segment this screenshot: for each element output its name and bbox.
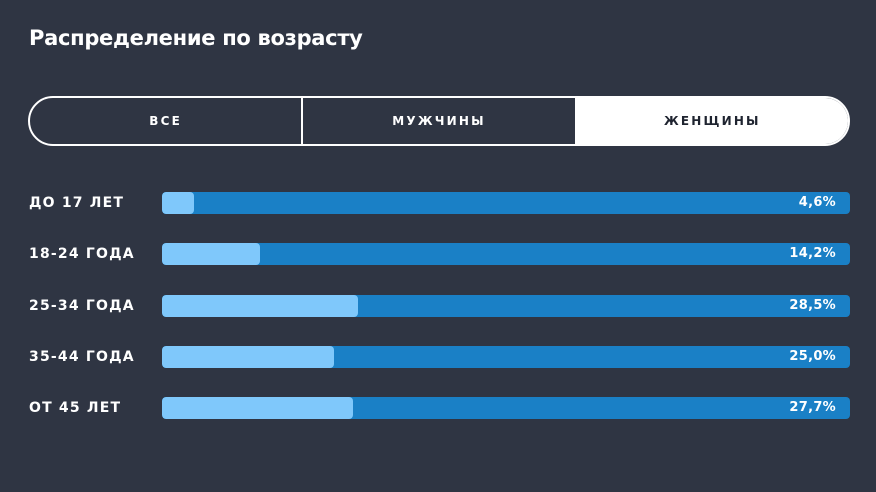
- age-row: 35-44 ГОДА 25,0%: [0, 346, 876, 368]
- age-percent-value: 14,2%: [789, 246, 836, 261]
- age-bar-fill: [162, 295, 359, 317]
- age-label: ДО 17 ЛЕТ: [29, 195, 125, 211]
- age-bar-track: 4,6%: [162, 192, 850, 214]
- tab-women[interactable]: ЖЕНЩИНЫ: [574, 98, 848, 144]
- age-bar-track: 27,7%: [162, 397, 850, 419]
- age-row: 25-34 ГОДА 28,5%: [0, 295, 876, 317]
- age-bar-track: 14,2%: [162, 243, 850, 265]
- age-percent-value: 28,5%: [789, 298, 836, 313]
- age-bar-track: 28,5%: [162, 295, 850, 317]
- age-bar-fill: [162, 346, 334, 368]
- age-row: ДО 17 ЛЕТ 4,6%: [0, 192, 876, 214]
- age-row: ОТ 45 ЛЕТ 27,7%: [0, 397, 876, 419]
- age-label: 18-24 ГОДА: [29, 246, 135, 262]
- age-percent-value: 27,7%: [789, 400, 836, 415]
- age-bar-track: 25,0%: [162, 346, 850, 368]
- tab-men[interactable]: МУЖЧИНЫ: [301, 98, 574, 144]
- age-percent-value: 4,6%: [798, 195, 836, 210]
- age-bar-fill: [162, 397, 353, 419]
- age-bar-fill: [162, 192, 194, 214]
- age-percent-value: 25,0%: [789, 349, 836, 364]
- page-title: Распределение по возрасту: [29, 26, 363, 50]
- tab-all[interactable]: ВСЕ: [149, 114, 183, 128]
- age-bar-fill: [162, 243, 260, 265]
- gender-filter-tabs: ВСЕ МУЖЧИНЫ ЖЕНЩИНЫ: [28, 96, 850, 146]
- age-label: 25-34 ГОДА: [29, 298, 135, 314]
- age-label: ОТ 45 ЛЕТ: [29, 400, 122, 416]
- age-row: 18-24 ГОДА 14,2%: [0, 243, 876, 265]
- age-label: 35-44 ГОДА: [29, 349, 135, 365]
